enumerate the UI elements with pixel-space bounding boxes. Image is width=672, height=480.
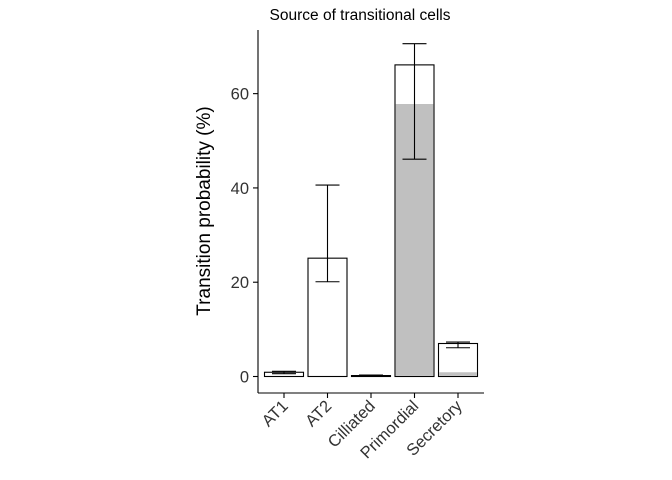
y-tick-label: 60 (231, 86, 249, 104)
y-axis-label: Transition probability (%) (194, 106, 215, 315)
y-tick-label: 0 (240, 369, 249, 387)
y-tick-label: 20 (231, 274, 249, 292)
bars-layer (263, 64, 479, 378)
error-bar-secretory (446, 341, 470, 349)
error-bar-cilliated (359, 374, 383, 377)
shaded-bar-secretory (439, 372, 477, 376)
x-tick-label-at1: AT1 (259, 397, 292, 430)
x-tick-label-at2: AT2 (302, 397, 335, 430)
bar-at2 (307, 257, 348, 378)
y-tick-label: 40 (231, 180, 249, 198)
error-bar-primordial (402, 43, 427, 160)
chart-title: Source of transitional cells (270, 7, 451, 24)
error-bar-at2 (315, 184, 340, 283)
error-bars-layer (272, 43, 470, 377)
error-bar-at1 (272, 370, 296, 375)
bar-secretory (437, 342, 479, 378)
